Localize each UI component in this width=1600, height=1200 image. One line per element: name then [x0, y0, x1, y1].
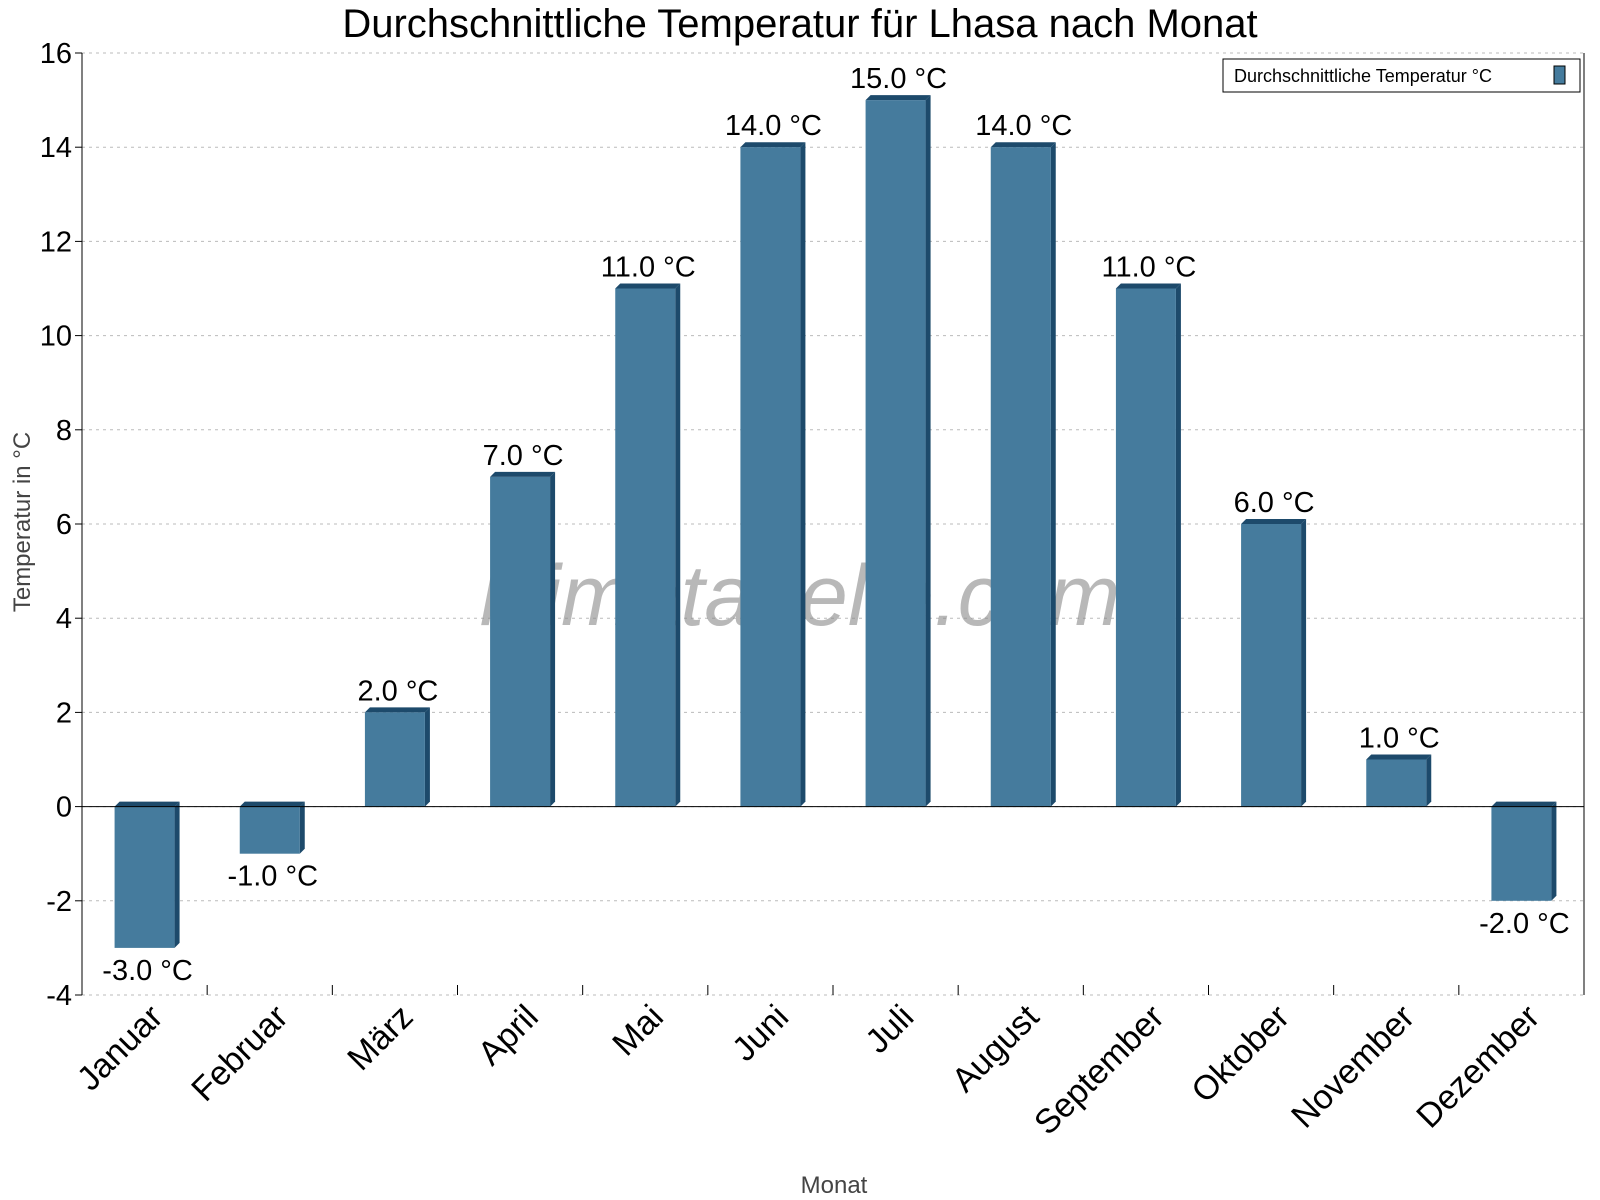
y-tick-label: 12 [40, 226, 72, 258]
y-tick-label: -4 [46, 980, 72, 1012]
bar-7 [990, 142, 1056, 807]
bar-side [800, 142, 806, 807]
bar-4 [615, 283, 681, 807]
bar-top [1491, 801, 1557, 807]
data-label: 6.0 °C [1234, 487, 1315, 519]
bars: -3.0 °C -1.0 °C 2.0 °C 7.0 °C 11.0 °C 14.0 °C… [102, 63, 1569, 987]
bar-3 [490, 471, 556, 807]
data-label: -2.0 °C [1479, 908, 1570, 940]
bar [990, 147, 1051, 807]
bar-top [239, 801, 305, 807]
bar [615, 288, 676, 807]
bar-6 [865, 95, 931, 807]
bar [239, 806, 300, 854]
bar-5 [740, 142, 806, 807]
y-tick-label: 4 [56, 603, 72, 635]
bar-side [299, 801, 305, 854]
x-tick-label: Juli [858, 998, 921, 1061]
data-label: -3.0 °C [102, 955, 193, 987]
bar-top [1115, 283, 1181, 289]
y-tick-label: 16 [40, 38, 72, 70]
bar-top [865, 95, 931, 101]
x-tick-label: März [340, 998, 420, 1078]
data-label: 1.0 °C [1359, 723, 1440, 755]
y-tick-label: 10 [40, 321, 72, 353]
y-tick-label: 6 [56, 509, 72, 541]
data-label: 14.0 °C [725, 110, 822, 142]
x-tick-label: Januar [70, 998, 170, 1098]
bar [1115, 288, 1176, 807]
legend-swatch [1553, 65, 1566, 85]
y-tick-label: 0 [56, 792, 72, 824]
data-label: 15.0 °C [850, 63, 947, 95]
bar-top [364, 707, 430, 713]
bar-8 [1115, 283, 1181, 807]
y-tick-label: 2 [56, 697, 72, 729]
bar-side [1551, 801, 1557, 901]
x-tick-label: Mai [605, 998, 671, 1064]
data-label: 11.0 °C [601, 252, 696, 284]
bar-top [490, 471, 556, 477]
bar-top [615, 283, 681, 289]
bar [1366, 759, 1427, 807]
grid [82, 52, 1584, 996]
bar-top [740, 142, 806, 148]
bar-side [675, 283, 681, 807]
x-tick-label: August [945, 997, 1047, 1099]
legend-label: Durchschnittliche Temperatur °C [1234, 66, 1492, 86]
bar-side [424, 707, 430, 807]
bar-top [990, 142, 1056, 148]
bar-11 [1491, 801, 1557, 901]
y-tick-label: 8 [56, 415, 72, 447]
data-label: 7.0 °C [483, 440, 564, 472]
x-tick-label: April [471, 998, 546, 1073]
x-axis-label: Monat [801, 1172, 868, 1199]
bar-side [1050, 142, 1056, 807]
x-tick-label: Dezember [1409, 998, 1547, 1136]
bar-side [1175, 283, 1181, 807]
chart-title: Durchschnittliche Temperatur für Lhasa n… [342, 2, 1257, 46]
x-tick-label: Februar [184, 998, 295, 1109]
bar [740, 147, 801, 807]
legend-box [1222, 58, 1581, 93]
legend: Durchschnittliche Temperatur °C [1222, 58, 1581, 93]
bar-1 [239, 801, 305, 854]
bar-side [550, 471, 556, 807]
data-label: -1.0 °C [227, 861, 318, 893]
bar-side [174, 801, 180, 948]
y-tick-label: -2 [46, 886, 72, 918]
bar-side [1426, 754, 1432, 807]
bar-top [1241, 519, 1307, 524]
x-tick-label: November [1284, 998, 1422, 1136]
y-tick-label: 14 [40, 132, 72, 164]
bar-10 [1366, 754, 1432, 807]
bar-side [925, 95, 931, 807]
data-label: 2.0 °C [357, 675, 438, 707]
x-tick-label: Oktober [1184, 998, 1296, 1110]
y-axis-label: Temperatur in °C [9, 432, 36, 612]
x-tick-label: Juni [725, 998, 796, 1069]
bar [490, 476, 551, 807]
bar-9 [1241, 519, 1307, 807]
bar [114, 806, 175, 948]
bar-top [114, 801, 180, 807]
bar-top [1366, 754, 1432, 760]
bar-2 [364, 707, 430, 807]
bar [1491, 806, 1552, 901]
bar [865, 100, 926, 807]
data-label: 11.0 °C [1101, 252, 1196, 284]
data-label: 14.0 °C [975, 110, 1072, 142]
bar [1241, 524, 1302, 807]
bar-side [1301, 519, 1307, 807]
x-tick-label: September [1027, 998, 1171, 1142]
bar-0 [114, 801, 180, 948]
bar [364, 712, 425, 807]
